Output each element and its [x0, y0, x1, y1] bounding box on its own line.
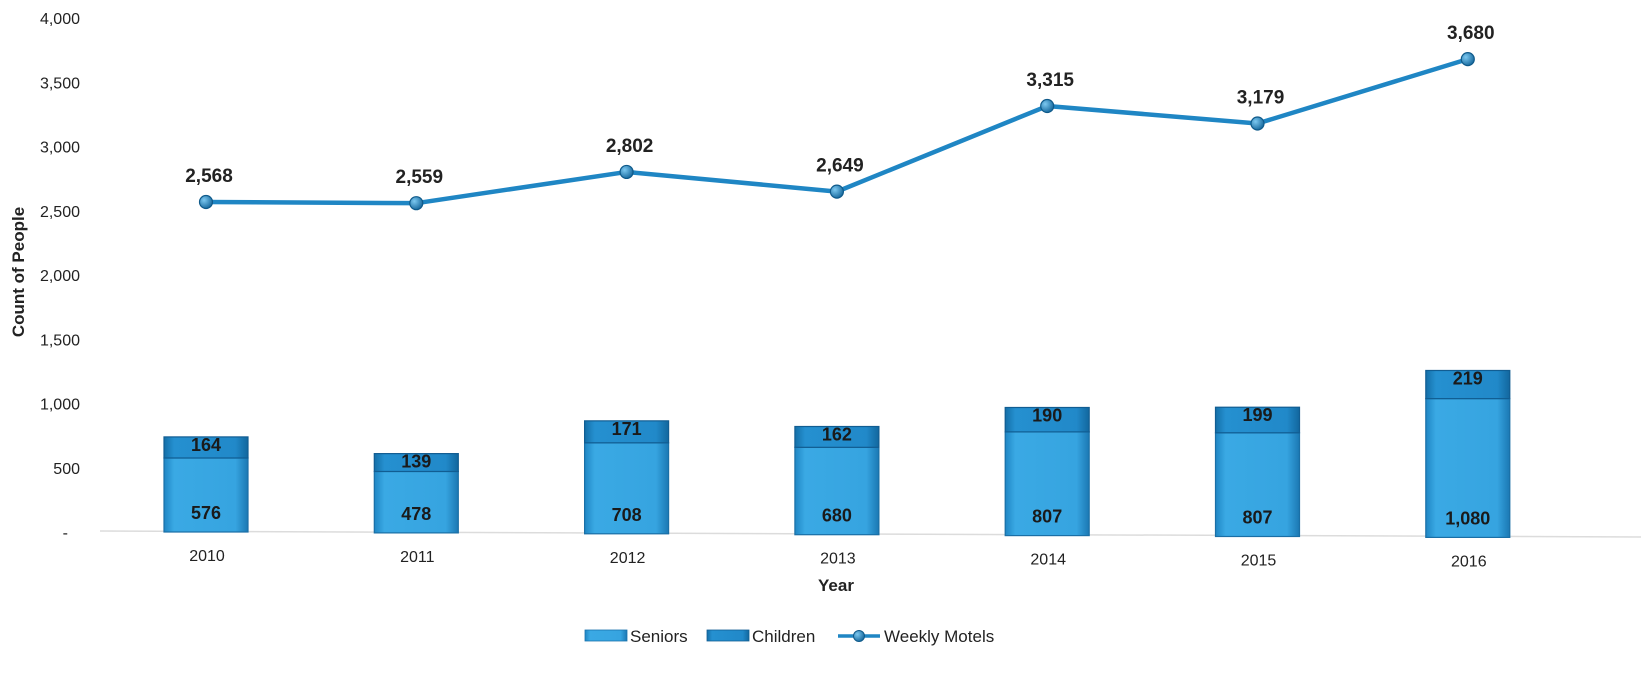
bar-seniors: [1425, 398, 1511, 538]
x-tick-label: 2016: [1451, 553, 1487, 570]
bar-label-seniors: 478: [401, 504, 431, 524]
y-tick-label: 1,500: [40, 332, 80, 349]
bar-label-children: 219: [1453, 368, 1483, 388]
y-tick-label: 500: [53, 461, 80, 478]
bar-children: [1425, 369, 1511, 400]
weekly-motels-label: 3,179: [1237, 87, 1285, 108]
bar-label-children: 162: [822, 425, 852, 445]
x-tick-label: 2010: [189, 548, 225, 565]
legend-label-weekly-motels: Weekly Motels: [884, 627, 994, 646]
x-tick-label: 2012: [610, 550, 646, 567]
weekly-motels-point: [1040, 98, 1055, 114]
bar-children: [163, 436, 249, 459]
y-tick-label: 3,500: [40, 75, 80, 92]
weekly-motels-point: [1250, 116, 1265, 131]
weekly-motels-point: [409, 196, 424, 211]
stacked-bars: [163, 369, 1511, 538]
y-tick-label: 1,000: [40, 397, 80, 414]
bar-seniors: [583, 442, 670, 535]
legend-label-children: Children: [752, 627, 815, 646]
legend-label-seniors: Seniors: [630, 627, 688, 646]
bar-label-seniors: 708: [612, 505, 642, 525]
weekly-motels-point: [198, 194, 214, 210]
bar-children: [373, 453, 459, 473]
bar-children: [1214, 406, 1301, 434]
weekly-motels-point: [1460, 52, 1475, 67]
bar-label-seniors: 807: [1032, 507, 1062, 527]
bar-label-children: 190: [1032, 405, 1062, 425]
weekly-motels-label: 2,568: [185, 166, 233, 187]
y-axis: - 500 1,000 1,500 2,000 2,500 3,000 3,500 4,000: [40, 11, 80, 542]
x-axis: 2010 2011 2012 2013 2014 2015 2016: [189, 548, 1486, 570]
bar-label-seniors: 576: [191, 503, 221, 523]
weekly-motels-label: 2,559: [396, 167, 444, 188]
bar-label-seniors: 807: [1242, 508, 1272, 528]
weekly-motels-label: 2,802: [606, 136, 654, 157]
legend: Seniors Children Weekly Motels: [584, 627, 994, 646]
bar-seniors: [373, 470, 459, 534]
bar-children: [794, 425, 880, 448]
legend-swatch-children: [706, 629, 750, 642]
y-tick-label: 4,000: [40, 11, 80, 28]
x-tick-label: 2015: [1241, 553, 1277, 570]
bar-seniors: [163, 457, 249, 533]
legend-swatch-seniors: [584, 629, 628, 642]
bar-label-children: 139: [401, 452, 431, 472]
bar-label-children: 171: [612, 419, 642, 439]
weekly-motels-point: [829, 184, 845, 199]
weekly-motels-label: 3,680: [1447, 23, 1495, 44]
weekly-motels-label: 3,315: [1026, 70, 1074, 91]
weekly-motels-label: 2,649: [816, 156, 864, 177]
legend-swatch-weekly-motels-marker: [853, 630, 865, 642]
x-tick-label: 2014: [1030, 552, 1066, 569]
bar-children: [583, 420, 670, 444]
y-axis-title: Count of People: [9, 207, 28, 337]
bar-label-children: 164: [191, 435, 221, 455]
bar-label-seniors: 680: [822, 506, 852, 526]
x-tick-label: 2011: [400, 549, 435, 566]
bar-children: [1004, 406, 1090, 433]
bar-seniors: [794, 446, 880, 536]
bar-seniors: [1214, 432, 1301, 538]
weekly-motels-series: 2,568 2,559 2,802 2,649 3,315 3,179 3,680: [185, 23, 1495, 211]
y-tick-label: 3,000: [40, 140, 80, 157]
y-tick-label: -: [63, 525, 68, 542]
weekly-motels-point: [619, 164, 634, 180]
bar-seniors: [1004, 431, 1090, 537]
y-tick-label: 2,500: [40, 204, 80, 221]
x-axis-title: Year: [818, 576, 854, 595]
x-tick-label: 2013: [820, 551, 856, 568]
bar-label-children: 199: [1242, 405, 1272, 425]
bar-data-labels: 576 164 478 139 708 171 680 162 807 190 807 199 1,08…: [191, 368, 1490, 528]
bar-label-seniors: 1,080: [1445, 508, 1490, 528]
y-tick-label: 2,000: [40, 268, 80, 285]
